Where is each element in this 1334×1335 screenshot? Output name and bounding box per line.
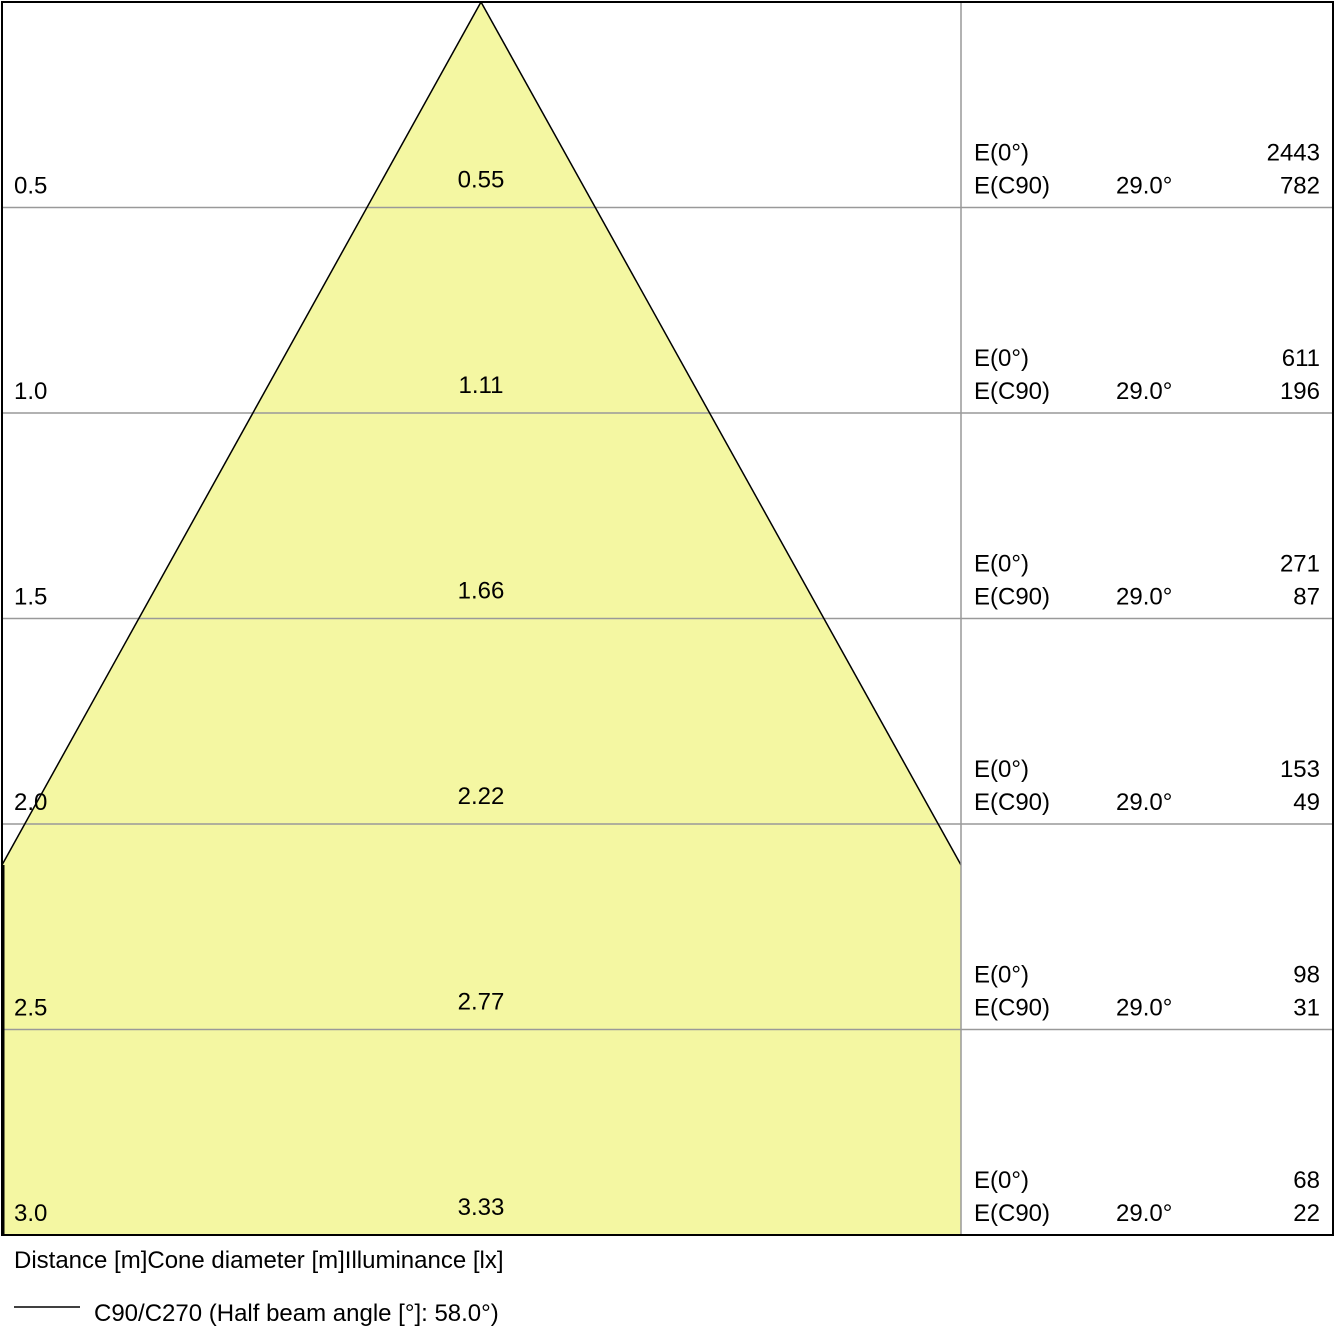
e0-label: E(0°) (974, 551, 1029, 578)
legend-text: C90/C270 (Half beam angle [°]: 58.0°) (94, 1300, 499, 1327)
distance: 0.5 (14, 173, 47, 200)
footer-text: Distance [m]Cone diameter [m]Illuminance… (14, 1247, 504, 1274)
frame (1, 1, 1334, 1236)
cone-edge (1, 1, 482, 866)
e0-value: 2443 (1267, 140, 1320, 167)
e0-label: E(0°) (974, 756, 1029, 783)
ec90-value: 782 (1280, 173, 1320, 200)
half-angle: 29.0° (1116, 1200, 1172, 1227)
ec90-value: 49 (1293, 789, 1320, 816)
e0-value: 153 (1280, 756, 1320, 783)
cone-diameter: 1.66 (458, 578, 505, 605)
ec90-value: 31 (1293, 995, 1320, 1022)
e0-label: E(0°) (974, 1167, 1029, 1194)
ec90-label: E(C90) (974, 584, 1050, 611)
cone-diameter: 0.55 (458, 167, 505, 194)
e0-value: 68 (1293, 1167, 1320, 1194)
e0-value: 611 (1282, 345, 1320, 372)
distance: 2.5 (14, 995, 47, 1022)
cone-diameter: 2.77 (458, 989, 505, 1016)
ec90-label: E(C90) (974, 378, 1050, 405)
half-angle: 29.0° (1116, 173, 1172, 200)
e0-label: E(0°) (974, 140, 1029, 167)
ec90-label: E(C90) (974, 995, 1050, 1022)
half-angle: 29.0° (1116, 584, 1172, 611)
e0-value: 98 (1293, 962, 1320, 989)
distance: 2.0 (14, 789, 47, 816)
ec90-label: E(C90) (974, 173, 1050, 200)
half-angle: 29.0° (1116, 789, 1172, 816)
cone-edge (480, 1, 962, 866)
ec90-value: 22 (1293, 1200, 1320, 1227)
ec90-value: 87 (1293, 584, 1320, 611)
half-angle: 29.0° (1116, 378, 1172, 405)
ec90-label: E(C90) (974, 1200, 1050, 1227)
half-angle: 29.0° (1116, 995, 1172, 1022)
e0-label: E(0°) (974, 962, 1029, 989)
distance: 1.5 (14, 584, 47, 611)
cone-diameter: 1.11 (459, 372, 504, 399)
e0-label: E(0°) (974, 345, 1029, 372)
distance: 1.0 (14, 378, 47, 405)
ec90-label: E(C90) (974, 789, 1050, 816)
cone-diameter: 2.22 (458, 783, 505, 810)
distance: 3.0 (14, 1200, 47, 1227)
cone-diameter: 3.33 (458, 1194, 505, 1221)
ec90-value: 196 (1280, 378, 1320, 405)
e0-value: 271 (1280, 551, 1320, 578)
